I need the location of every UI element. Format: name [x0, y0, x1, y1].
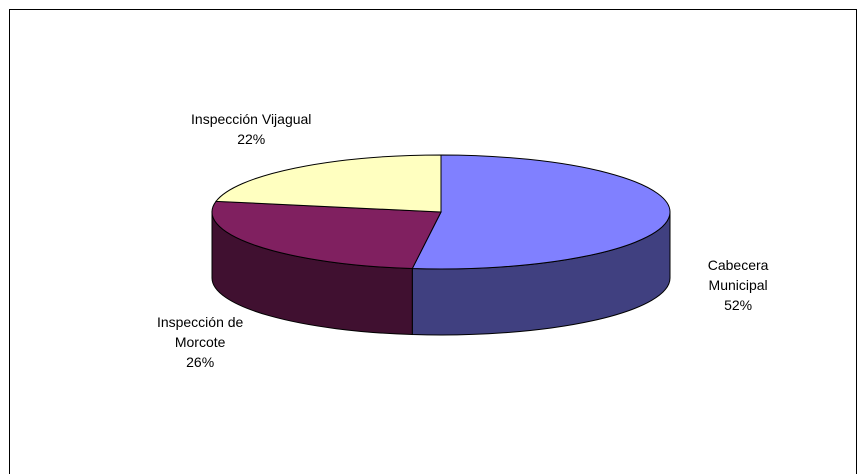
slice-value: 52%	[724, 296, 753, 313]
slice-name: Cabecera Municipal	[707, 256, 769, 293]
data-label: Inspección Vijagual 22%	[191, 109, 311, 149]
data-label: Inspección de Morcote 26%	[150, 312, 250, 372]
slice	[411, 154, 671, 270]
slice-name: Inspección Vijagual	[191, 110, 312, 127]
slice-value: 26%	[186, 353, 215, 370]
slice	[211, 200, 442, 270]
slice-name: Inspección de Morcote	[156, 313, 244, 350]
slice-value: 22%	[237, 130, 266, 147]
data-label: Cabecera Municipal 52%	[688, 255, 788, 315]
slice	[215, 154, 442, 213]
